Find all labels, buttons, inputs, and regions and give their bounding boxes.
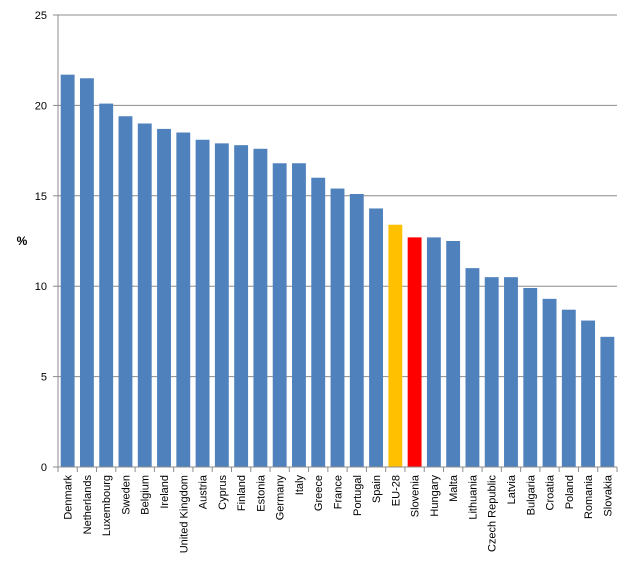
- bar-belgium: [137, 123, 152, 467]
- bar-slovenia: [407, 237, 422, 467]
- x-tick-label: Luxembourg: [101, 475, 113, 536]
- x-tick-label: Czech Republic: [487, 475, 499, 553]
- x-tick-label: Italy: [294, 475, 306, 496]
- x-tick-label: Romania: [583, 474, 595, 519]
- x-tick-label: Greece: [313, 475, 325, 511]
- x-tick-label: United Kingdom: [178, 475, 190, 553]
- bar-ireland: [157, 128, 171, 468]
- x-tick-labels: Denmark Netherlands Luxembourg Sweden Belgiu…: [63, 474, 615, 553]
- x-tick-label: Denmark: [63, 475, 75, 520]
- bar-united-kingdom: [176, 132, 191, 467]
- x-tick-label: Sweden: [120, 475, 132, 515]
- x-tick-label: Bulgaria: [525, 474, 537, 515]
- bar-spain: [369, 208, 383, 467]
- y-tick-label: 5: [41, 372, 47, 384]
- bar-estonia: [253, 148, 268, 468]
- x-tick-label: Ireland: [159, 475, 171, 509]
- x-tick-label: Austria: [198, 474, 210, 509]
- axes: [53, 14, 618, 472]
- x-tick-label: Portugal: [352, 475, 364, 516]
- x-tick-label: Finland: [236, 475, 248, 511]
- bar-portugal: [349, 193, 364, 467]
- x-tick-label: France: [333, 475, 345, 509]
- bar-malta: [446, 241, 461, 467]
- y-tick-label: 10: [35, 281, 47, 293]
- y-tick-label: 20: [35, 100, 47, 112]
- bar-lithuania: [465, 268, 480, 467]
- y-axis-label: %: [17, 234, 28, 248]
- x-tick-label: Poland: [564, 475, 576, 509]
- bar-slovakia: [600, 336, 615, 467]
- x-tick-label: Croatia: [545, 474, 557, 510]
- bar-luxembourg: [99, 103, 114, 467]
- bar-greece: [311, 177, 326, 467]
- bar-italy: [292, 163, 306, 468]
- bar-france: [330, 188, 345, 467]
- x-tick-label: Lithuania: [467, 474, 479, 520]
- x-tick-label: Malta: [448, 474, 460, 502]
- x-tick-label: Estonia: [255, 474, 267, 512]
- x-tick-label: Slovenia: [410, 474, 422, 517]
- bar-croatia: [542, 298, 557, 467]
- bar-netherlands: [79, 78, 94, 467]
- x-tick-label: Latvia: [506, 474, 518, 504]
- bar-austria: [195, 139, 210, 467]
- bar-eu-28: [388, 224, 403, 467]
- x-tick-label: EU-28: [390, 475, 402, 506]
- bar-poland: [561, 309, 576, 467]
- y-tick-label: 25: [35, 10, 47, 22]
- bars: [60, 74, 615, 468]
- bar-bulgaria: [523, 288, 538, 467]
- x-tick-label: Spain: [371, 475, 383, 503]
- x-tick-label: Hungary: [429, 475, 441, 517]
- x-tick-label: Belgium: [140, 475, 152, 515]
- bar-latvia: [504, 277, 518, 467]
- x-tick-label: Cyprus: [217, 475, 229, 510]
- bar-hungary: [426, 237, 441, 467]
- bar-germany: [272, 163, 287, 468]
- x-tick-label: Slovakia: [602, 474, 614, 516]
- y-tick-labels: 0 5 10 15 20 25: [35, 10, 47, 474]
- x-tick-label: Netherlands: [82, 475, 94, 535]
- bar-cyprus: [214, 143, 229, 468]
- bar-denmark: [60, 74, 75, 467]
- bar-finland: [234, 145, 249, 467]
- bar-czech-republic: [484, 277, 499, 467]
- x-tick-label: Germany: [275, 475, 287, 521]
- bar-sweden: [118, 116, 133, 468]
- bar-romania: [581, 320, 596, 467]
- y-tick-label: 15: [35, 191, 47, 203]
- y-tick-label: 0: [41, 462, 47, 474]
